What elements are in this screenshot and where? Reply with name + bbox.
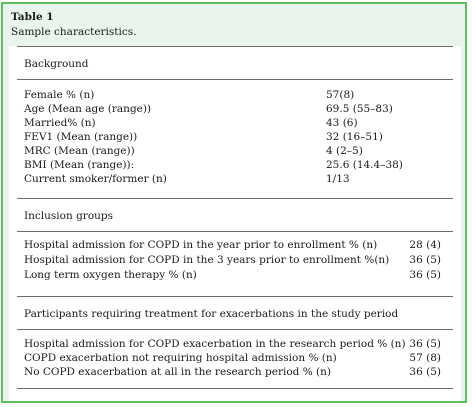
section-rule <box>17 198 453 199</box>
top-rule <box>17 46 453 47</box>
table-row-label: Age (Mean age (range)) <box>24 103 152 115</box>
table-title: Sample characteristics. <box>11 26 137 38</box>
table-row-label: Long term oxygen therapy % (n) <box>24 269 197 281</box>
table-row-label: MRC (Mean (range)) <box>24 145 135 157</box>
table-row-label: Hospital admission for COPD in the 3 yea… <box>24 254 390 266</box>
table-row-value: 57(8) <box>326 89 355 101</box>
table-body: Background Female % (n) 57(8) Age (Mean … <box>9 46 461 401</box>
table-frame: Table 1 Sample characteristics. Backgrou… <box>1 2 467 403</box>
section-rule <box>17 329 453 330</box>
table-row-value: 43 (6) <box>326 117 358 129</box>
table-row-value: 36 (5) <box>409 338 441 350</box>
table-row-label: BMI (Mean (range)): <box>24 159 135 171</box>
table-row-label: Married% (n) <box>24 117 96 129</box>
section-rule <box>17 296 453 297</box>
table-row-value: 57 (8) <box>409 352 441 364</box>
table-row-label: No COPD exacerbation at all in the resea… <box>24 366 331 378</box>
table-row-label: COPD exacerbation not requiring hospital… <box>24 352 337 364</box>
table-row-value: 25.6 (14.4–38) <box>326 159 403 171</box>
section-rule <box>17 79 453 80</box>
table-row-value: 36 (5) <box>409 366 441 378</box>
section-heading-participants: Participants requiring treatment for exa… <box>24 308 399 320</box>
bottom-rule <box>17 388 453 389</box>
table-caption: Table 1 Sample characteristics. <box>11 10 137 40</box>
table-row-value: 36 (5) <box>409 269 441 281</box>
table-row-value: 28 (4) <box>409 239 441 251</box>
table-row-value: 36 (5) <box>409 254 441 266</box>
table-row-label: Female % (n) <box>24 89 95 101</box>
section-heading-inclusion-groups: Inclusion groups <box>24 210 114 222</box>
section-rule <box>17 231 453 232</box>
table-row-label: Current smoker/former (n) <box>24 173 167 185</box>
table-row-value: 69.5 (55–83) <box>326 103 393 115</box>
section-heading-background: Background <box>24 58 89 70</box>
table-row-label: FEV1 (Mean (range)) <box>24 131 138 143</box>
table-row-value: 4 (2–5) <box>326 145 363 157</box>
table-number: Table 1 <box>11 11 54 23</box>
table-row-label: Hospital admission for COPD in the year … <box>24 239 378 251</box>
table-row-label: Hospital admission for COPD exacerbation… <box>24 338 406 350</box>
table-row-value: 32 (16–51) <box>326 131 383 143</box>
table-row-value: 1/13 <box>326 173 350 185</box>
